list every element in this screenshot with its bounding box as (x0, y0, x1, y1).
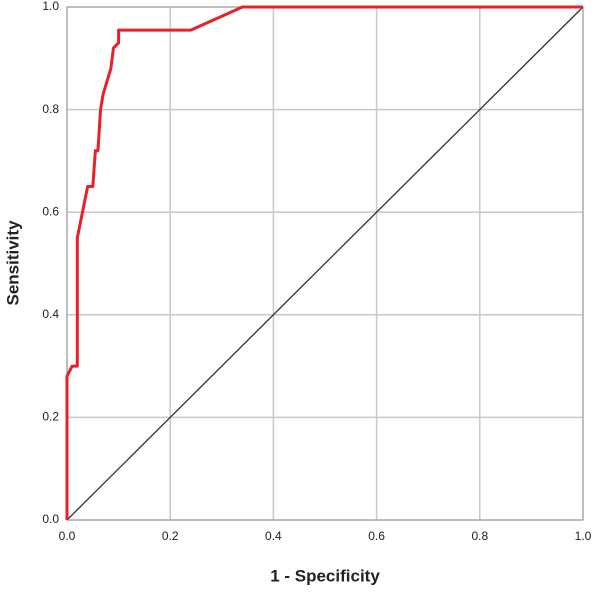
y-tick-label: 0.4 (42, 307, 59, 321)
y-tick-label: 0.6 (42, 204, 59, 218)
x-tick-label: 0.8 (471, 529, 488, 543)
y-axis-title: Sensitivity (3, 220, 22, 306)
x-tick-label: 1.0 (575, 529, 592, 543)
y-tick-label: 0.2 (42, 410, 59, 424)
x-tick-label: 0.0 (59, 529, 76, 543)
y-tick-label: 1.0 (42, 0, 59, 13)
x-tick-label: 0.2 (162, 529, 179, 543)
x-tick-label: 0.6 (368, 529, 385, 543)
y-tick-label: 0.0 (42, 512, 59, 526)
x-axis-title: 1 - Specificity (270, 566, 380, 585)
roc-curve (65, 5, 583, 520)
reference-line (66, 6, 584, 521)
y-tick-label: 0.8 (42, 102, 59, 116)
x-tick-label: 0.4 (265, 529, 282, 543)
